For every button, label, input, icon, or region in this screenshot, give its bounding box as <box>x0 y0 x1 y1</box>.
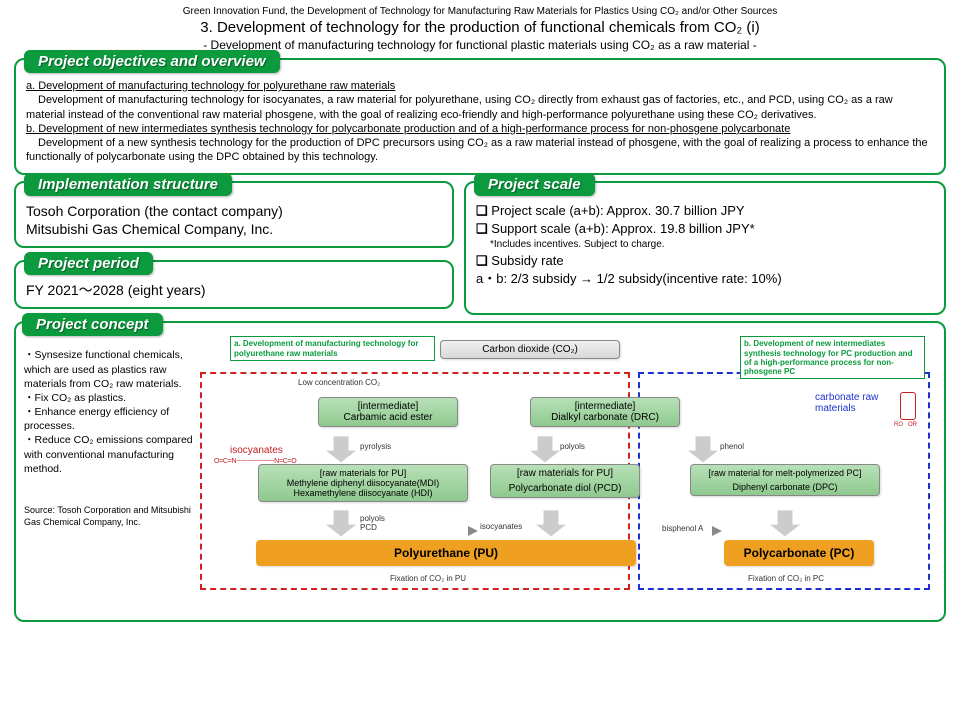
annot-fix-pc: Fixation of CO₂ in PC <box>748 574 824 583</box>
obj-a-head: a. Development of manufacturing technolo… <box>26 79 934 93</box>
scale-label: Project scale <box>474 173 595 196</box>
obj-b-head: b. Development of new intermediates synt… <box>26 122 934 136</box>
objectives-label: Project objectives and overview <box>24 50 280 73</box>
annot-iso: isocyanates <box>230 445 283 456</box>
concept-b2: Enhance energy efficiency of processes. <box>24 405 194 433</box>
node-int2: [intermediate]Dialkyl carbonate (DRC) <box>530 397 680 427</box>
concept-label: Project concept <box>22 313 163 336</box>
impl-label: Implementation structure <box>24 173 232 196</box>
node-raw3: [raw material for melt-polymerized PC]Di… <box>690 464 880 496</box>
annot-polyols: polyols <box>560 442 585 451</box>
node-raw1: [raw materials for PU] Methylene dipheny… <box>258 464 468 502</box>
node-raw2: [raw materials for PU]Polycarbonate diol… <box>490 464 640 498</box>
green-label-a: a. Development of manufacturing technolo… <box>230 336 435 360</box>
node-pu: Polyurethane (PU) <box>256 540 636 566</box>
scale-panel: Project scale Project scale (a+b): Appro… <box>464 181 946 316</box>
impl-panel: Implementation structure Tosoh Corporati… <box>14 181 454 248</box>
obj-b-body: Development of a new synthesis technolog… <box>26 136 934 165</box>
node-int1: [intermediate]Carbamic acid ester <box>318 397 458 427</box>
obj-a-body: Development of manufacturing technology … <box>26 93 934 122</box>
concept-b1: Fix CO₂ as plastics. <box>24 391 194 405</box>
arrow-icon <box>468 526 478 536</box>
carbonate-icon <box>900 392 916 420</box>
annot-iso2: isocyanates <box>480 522 522 531</box>
impl-line1: Tosoh Corporation (the contact company) <box>26 202 442 220</box>
period-label: Project period <box>24 252 153 275</box>
annot-phenol: phenol <box>720 442 744 451</box>
concept-b3: Reduce CO₂ emissions compared with conve… <box>24 433 194 476</box>
carbonate-ro: RO OR <box>894 422 917 428</box>
period-panel: Project period FY 2021～2028 (eight years… <box>14 260 454 309</box>
annot-polyols-pcd: polyols PCD <box>360 514 385 532</box>
annot-carbonate: carbonate raw materials <box>815 392 895 414</box>
main-title: 3. Development of technology for the pro… <box>14 19 946 36</box>
scale-l4: a・b: 2/3 subsidy → 1/2 subsidy(incentive… <box>476 270 934 288</box>
annot-fix-pu: Fixation of CO₂ in PU <box>390 574 466 583</box>
node-co2: Carbon dioxide (CO₂) <box>440 340 620 359</box>
node-pc: Polycarbonate (PC) <box>724 540 874 566</box>
objectives-panel: Project objectives and overview a. Devel… <box>14 58 946 175</box>
concept-diagram: a. Development of manufacturing technolo… <box>200 342 936 612</box>
period-text: FY 2021～2028 (eight years) <box>26 281 442 299</box>
annot-lowconc: Low concentration CO₂ <box>298 378 380 387</box>
scale-note: *Includes incentives. Subject to charge. <box>476 238 934 252</box>
scale-l1: Project scale (a+b): Approx. 30.7 billio… <box>476 202 934 220</box>
super-title: Green Innovation Fund, the Development o… <box>14 6 946 17</box>
concept-source: Source: Tosoh Corporation and Mitsubishi… <box>24 504 194 528</box>
arrow-icon <box>712 526 722 536</box>
concept-b0: Synsesize functional chemicals, which ar… <box>24 348 194 391</box>
green-label-b: b. Development of new intermediates synt… <box>740 336 925 379</box>
scale-l2: Support scale (a+b): Approx. 19.8 billio… <box>476 220 934 238</box>
annot-pyro: pyrolysis <box>360 442 391 451</box>
concept-text: Synsesize functional chemicals, which ar… <box>24 342 194 612</box>
impl-line2: Mitsubishi Gas Chemical Company, Inc. <box>26 220 442 238</box>
annot-bisA: bisphenol A <box>662 524 703 533</box>
concept-panel: Project concept Synsesize functional che… <box>14 321 946 622</box>
scale-l3: Subsidy rate <box>476 252 934 270</box>
